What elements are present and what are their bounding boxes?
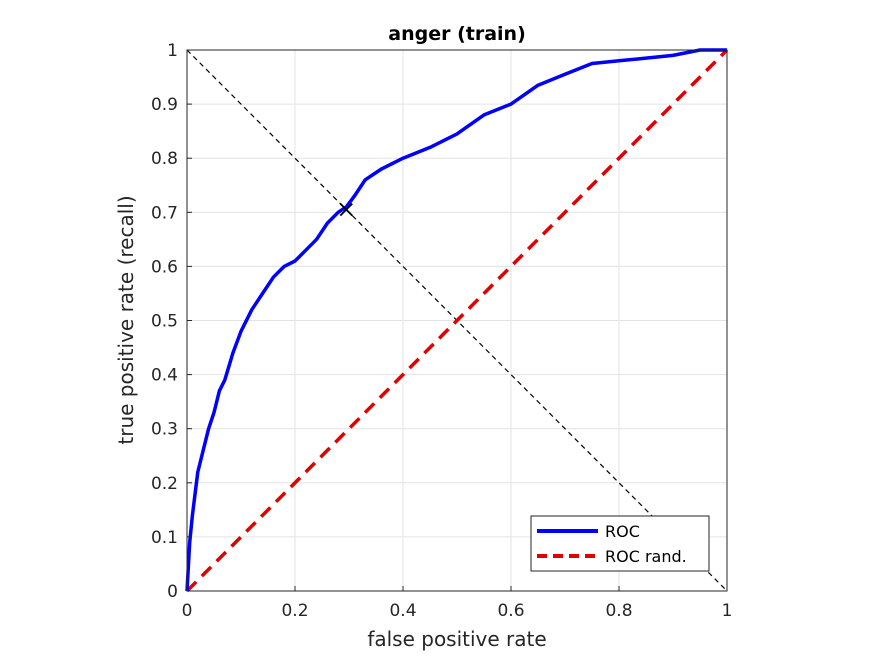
y-tick-label: 0.4 — [151, 366, 178, 386]
y-tick-label: 0.6 — [151, 257, 178, 277]
y-tick-label: 0.3 — [151, 420, 178, 440]
intersection-marker — [339, 202, 353, 217]
series-layer — [185, 48, 729, 593]
legend-box — [530, 515, 710, 572]
y-tick-label: 0.9 — [151, 95, 178, 115]
y-tick-label: 0.1 — [151, 528, 178, 548]
y-tick-label: 0.5 — [151, 312, 178, 332]
y-tick-label: 0 — [167, 582, 178, 602]
legend-label-roc: ROC — [605, 522, 640, 541]
x-tick-label: 0.2 — [281, 601, 308, 621]
y-tick-label: 0.2 — [151, 474, 178, 494]
x-tick-label: 0.8 — [605, 601, 632, 621]
legend: ROC ROC rand. — [530, 515, 710, 572]
x-tick-label: 0.6 — [497, 601, 524, 621]
x-axis-label: false positive rate — [367, 627, 546, 651]
legend-label-roc-rand: ROC rand. — [605, 547, 687, 566]
y-axis-label: true positive rate (recall) — [114, 195, 138, 444]
y-tick-label: 0.8 — [151, 149, 178, 169]
y-tick-label: 1 — [167, 41, 178, 61]
roc-line — [185, 48, 727, 592]
tick-layer: 0 0.2 0.4 0.6 0.8 1 0 0.1 0.2 0.3 0.4 0.5 0.6 0.7 0.8 0… — [151, 41, 732, 621]
chart-title: anger (train) — [388, 23, 526, 45]
roc-rand-line — [185, 48, 729, 593]
x-tick-label: 0.4 — [389, 601, 416, 621]
y-tick-label: 0.7 — [151, 203, 178, 223]
x-tick-label: 0 — [182, 601, 193, 621]
x-tick-label: 1 — [722, 601, 733, 621]
